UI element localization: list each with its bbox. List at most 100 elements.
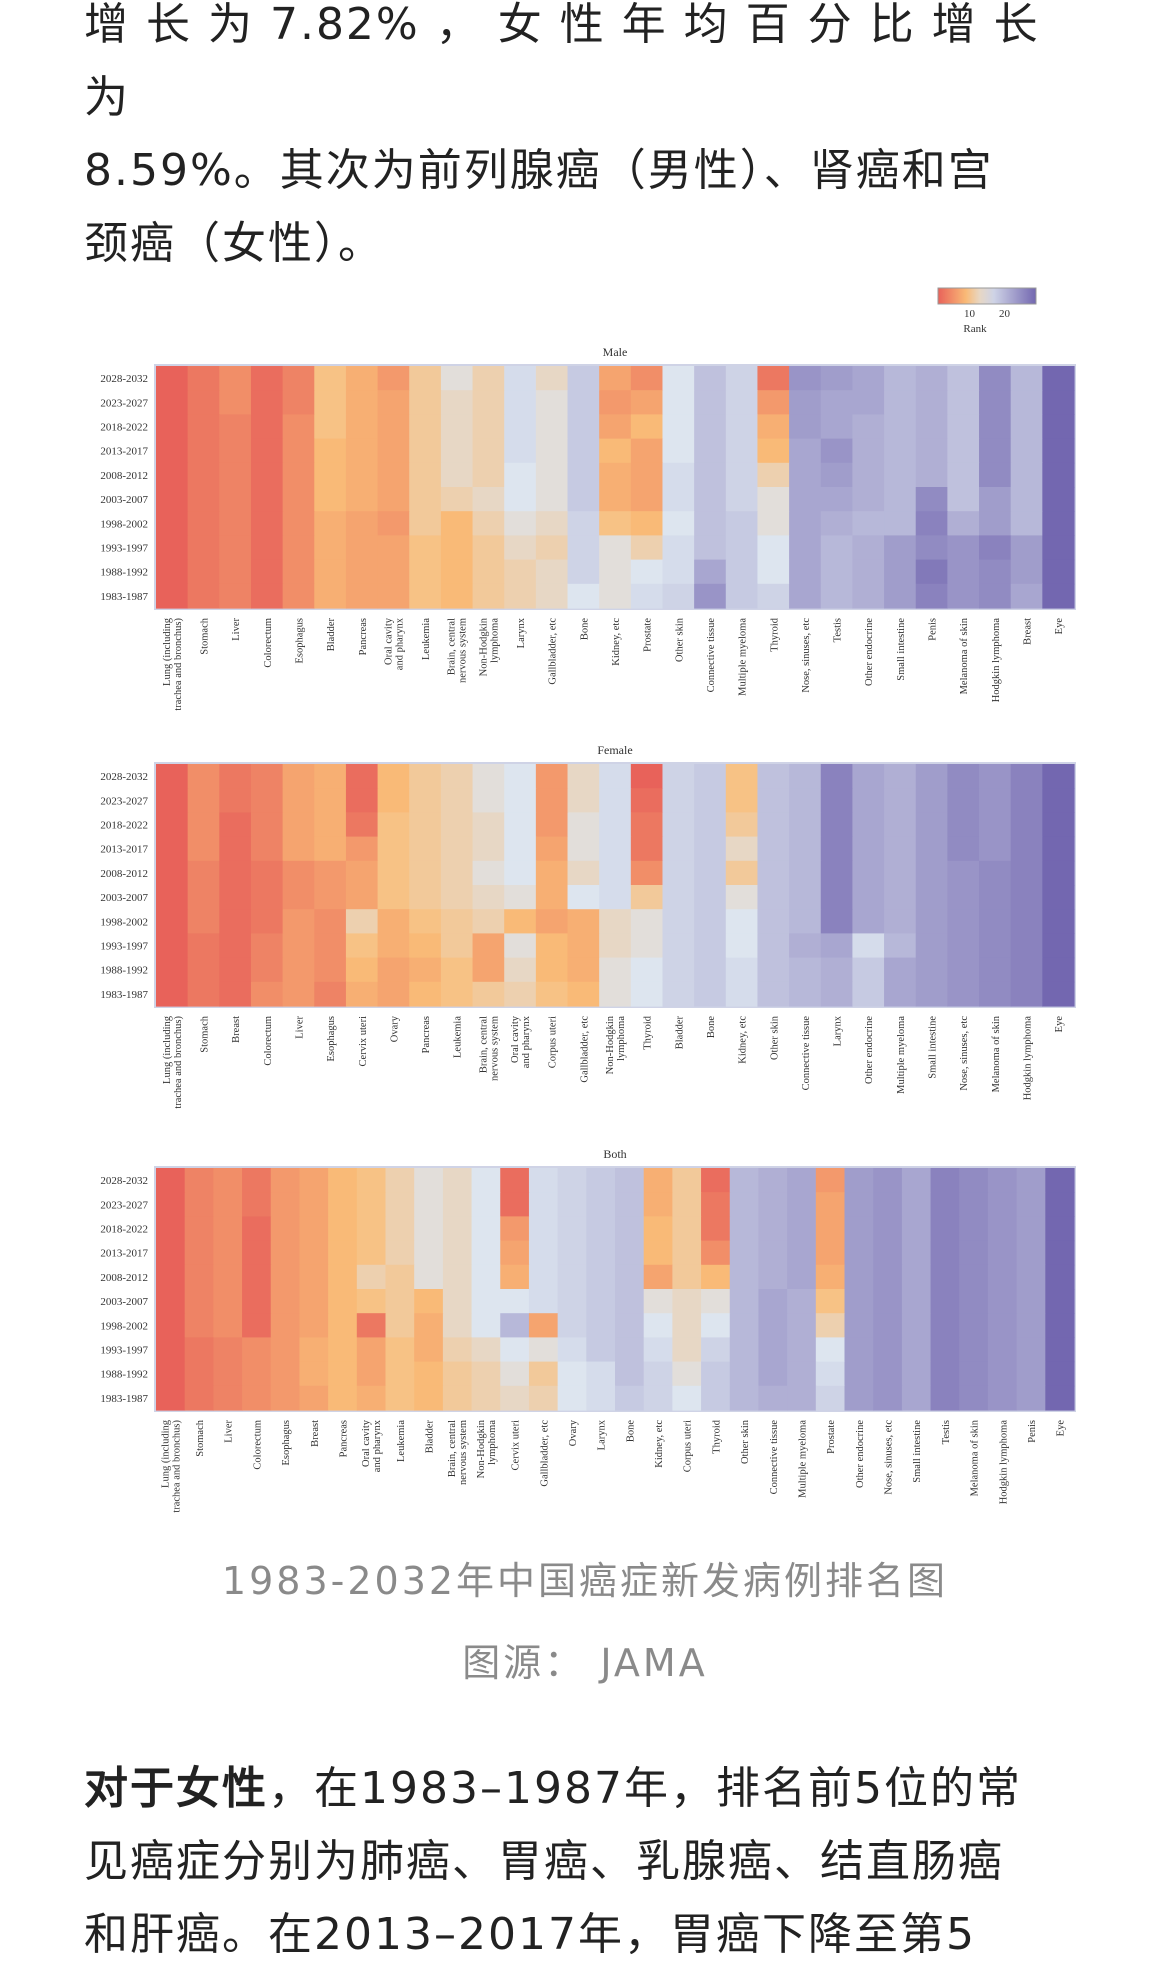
male-cell-r9-c27 [1010,583,1043,609]
female-cell-r7-c12 [535,933,569,959]
female-cell-r6-c15 [630,909,664,934]
both-col-label-19-line-0: Thyroid [711,1419,722,1454]
male-cell-r1-c3 [250,390,284,415]
male-cell-r6-c3 [250,511,284,536]
female-cell-r4-c19 [757,860,790,886]
male-cell-r2-c3 [250,414,284,440]
both-col-label-7-line-0: Oral cavity [361,1419,372,1467]
male-cell-r3-c26 [979,438,1012,464]
both-col-label-15: Larynx [597,1419,608,1450]
female-col-label-26: Melanoma of skin [991,1015,1002,1092]
male-row-label-3: 2013-2017 [100,446,148,458]
female-cell-r7-c4 [282,933,315,959]
female-cell-r9-c14 [599,981,632,1007]
female-cell-r5-c15 [630,885,664,910]
female-cell-r6-c19 [757,909,790,934]
male-cell-r5-c3 [250,487,284,512]
both-cell-r6-c5 [299,1313,329,1338]
male-cell-r2-c23 [884,414,917,440]
both-cell-r8-c5 [299,1361,329,1387]
both-cell-r8-c15 [586,1361,616,1387]
male-cell-r6-c15 [630,511,664,536]
female-cell-r9-c6 [345,981,379,1007]
both-cell-r1-c19 [701,1192,731,1217]
both-cell-r9-c10 [442,1385,473,1411]
female-cell-r2-c15 [630,812,664,838]
male-cell-r8-c9 [440,559,474,585]
both-cell-r3-c20 [729,1240,760,1266]
male-cell-r4-c7 [377,462,410,488]
female-col-label-15: Thyroid [643,1015,654,1050]
male-row-label-1: 2023-2027 [100,397,148,409]
both-col-label-25: Nose, sinuses, etc [884,1420,895,1495]
female-cell-r8-c5 [314,957,347,983]
female-line-1: 对于女性，在1983–1987年，排名前5位的常 [84,1752,1084,1825]
both-cell-r3-c23 [815,1240,846,1266]
female-cell-r1-c22 [852,788,885,813]
both-cell-r2-c16 [615,1216,645,1242]
both-col-label-6-line-0: Pancreas [339,1420,350,1457]
female-cell-r1-c25 [947,788,980,813]
both-cell-r5-c20 [729,1289,760,1314]
both-cell-r5-c4 [270,1289,301,1314]
both-col-label-11-line-0: Non-Hodgkin [476,1419,487,1478]
both-cell-r1-c23 [815,1192,846,1217]
both-cell-r9-c12 [500,1385,530,1411]
male-col-label-26-line-0: Hodgkin lymphoma [991,618,1002,703]
female-cell-r4-c14 [599,860,632,886]
male-cell-r7-c20 [789,535,822,561]
female-cell-r6-c11 [504,909,537,934]
female-cell-r2-c5 [314,812,347,838]
both-cell-r4-c30 [1016,1264,1046,1290]
both-cell-r2-c25 [873,1216,903,1242]
male-cell-r2-c11 [504,414,537,440]
both-cell-r5-c1 [184,1289,214,1314]
female-cell-r5-c1 [187,885,220,910]
both-cell-r6-c21 [758,1313,788,1338]
both-cell-r0-c15 [586,1168,616,1193]
both-cell-r3-c27 [930,1240,960,1266]
both-cell-r5-c31 [1045,1289,1075,1314]
male-cell-r3-c21 [820,438,854,464]
both-cell-r8-c6 [328,1361,358,1387]
both-cell-r4-c2 [213,1264,243,1290]
female-cell-r7-c28 [1042,933,1075,959]
male-col-label-21: Testis [833,618,844,642]
male-cell-r9-c15 [630,583,664,609]
both-cell-r5-c23 [815,1289,846,1314]
female-cell-r9-c11 [504,981,537,1007]
both-cell-r0-c2 [213,1168,243,1193]
both-cell-r6-c13 [528,1313,559,1338]
both-cell-r2-c19 [701,1216,731,1242]
male-cell-r7-c8 [409,535,442,561]
both-cell-r4-c25 [873,1264,903,1290]
female-cell-r1-c3 [250,788,284,813]
female-cell-r9-c25 [947,981,980,1007]
female-row-label-6: 1998-2002 [100,916,148,928]
female-cell-r8-c11 [504,957,537,983]
both-col-label-21: Connective tissue [769,1420,780,1495]
male-cell-r6-c11 [504,511,537,536]
female-cell-r3-c24 [915,836,948,862]
female-cell-r8-c7 [377,957,410,983]
both-cell-r4-c0 [156,1264,186,1290]
both-cell-r2-c15 [586,1216,616,1242]
male-cell-r9-c25 [947,583,980,609]
both-cell-r1-c27 [930,1192,960,1217]
female-col-label-1-line-0: Stomach [200,1015,211,1052]
male-cell-r5-c16 [662,487,695,512]
female-col-label-28: Eye [1054,1016,1065,1033]
female-cell-r4-c6 [345,860,379,886]
both-cell-r6-c17 [643,1313,673,1338]
female-col-label-18: Kidney, etc [738,1016,749,1064]
male-col-label-12: Gallbladder, etc [548,618,559,685]
male-cell-r4-c9 [440,462,474,488]
both-cell-r6-c10 [442,1313,473,1338]
both-cell-r2-c29 [987,1216,1018,1242]
both-cell-r3-c0 [156,1240,186,1266]
male-cell-r8-c24 [915,559,948,585]
female-cell-r2-c18 [725,812,759,838]
male-col-label-12-line-0: Gallbladder, etc [548,618,559,685]
female-cell-r7-c1 [187,933,220,959]
male-cell-r5-c28 [1042,487,1075,512]
